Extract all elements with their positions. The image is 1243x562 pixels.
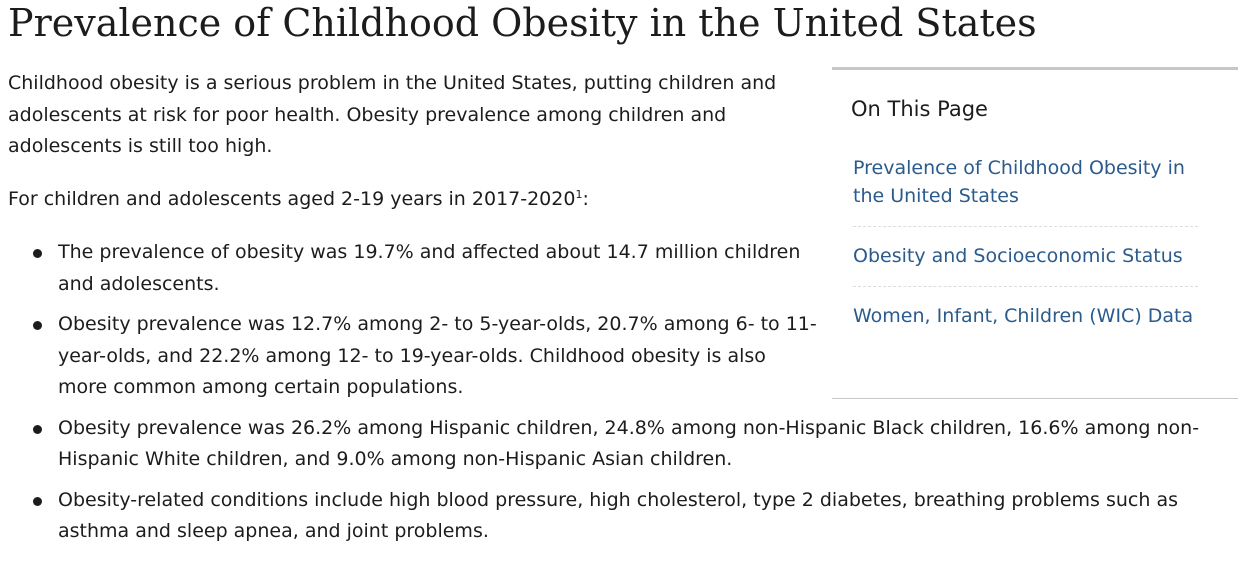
list-item-text: The prevalence of obesity was 19.7% and …	[58, 241, 801, 295]
link-prevalence[interactable]: Prevalence of Childhood Obesity in the U…	[853, 157, 1185, 207]
footnote-reference[interactable]: 1	[575, 188, 583, 201]
on-this-page-item: Women, Infant, Children (WIC) Data	[853, 302, 1198, 346]
list-item-text: Obesity prevalence was 12.7% among 2- to…	[58, 313, 817, 398]
list-item: Obesity prevalence was 12.7% among 2- to…	[8, 309, 1240, 404]
bullet-icon	[33, 424, 42, 434]
intro-paragraph: Childhood obesity is a serious problem i…	[8, 72, 777, 157]
list-item: The prevalence of obesity was 19.7% and …	[8, 237, 1240, 300]
list-item-text: Obesity-related conditions include high …	[58, 488, 1178, 543]
page-title: Prevalence of Childhood Obesity in the U…	[8, 1, 1037, 45]
on-this-page-panel: On This Page Prevalence of Childhood Obe…	[832, 67, 1238, 399]
on-this-page-heading: On This Page	[851, 97, 988, 121]
on-this-page-item: Prevalence of Childhood Obesity in the U…	[853, 154, 1198, 227]
list-item-text: Obesity prevalence was 26.2% among Hispa…	[58, 416, 1200, 471]
bullet-icon	[33, 321, 42, 330]
link-wic-data[interactable]: Women, Infant, Children (WIC) Data	[853, 305, 1194, 327]
bullet-icon	[33, 496, 42, 506]
age-range-text: For children and adolescents aged 2-19 y…	[8, 188, 576, 210]
on-this-page-links: Prevalence of Childhood Obesity in the U…	[853, 154, 1198, 361]
link-socioeconomic-status[interactable]: Obesity and Socioeconomic Status	[853, 245, 1183, 267]
findings-list: The prevalence of obesity was 19.7% and …	[8, 237, 1240, 557]
age-range-line: For children and adolescents aged 2-19 y…	[8, 184, 589, 215]
age-range-colon: :	[582, 188, 589, 210]
list-item: Obesity-related conditions include high …	[8, 485, 1240, 548]
list-item: Obesity prevalence was 26.2% among Hispa…	[8, 413, 1240, 476]
bullet-icon	[33, 249, 42, 258]
on-this-page-item: Obesity and Socioeconomic Status	[853, 242, 1198, 287]
